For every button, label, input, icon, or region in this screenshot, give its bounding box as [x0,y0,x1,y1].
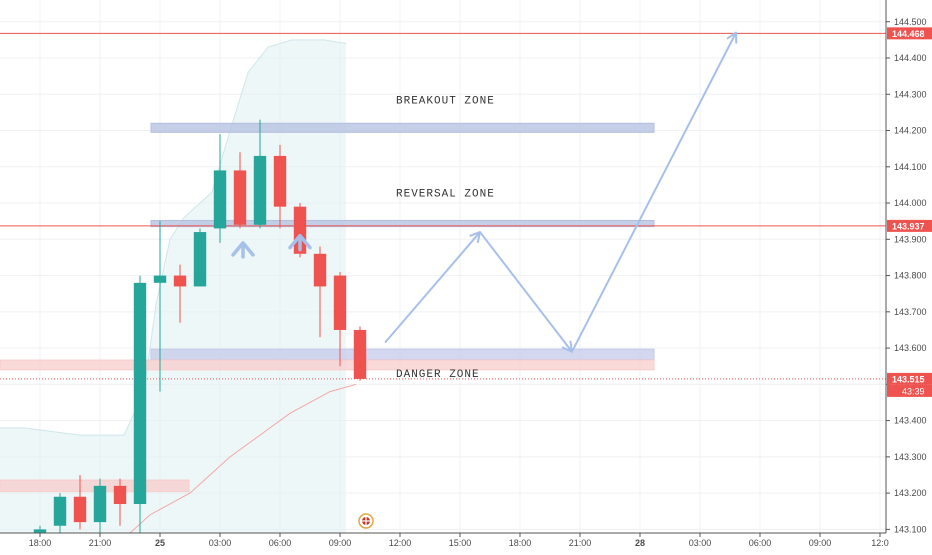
y-tick-label: 143.400 [894,416,927,426]
x-tick-label: 12:0 [871,538,889,548]
x-tick-label: 03:00 [209,538,232,548]
zone-rect-0 [150,122,655,133]
candle-body[interactable] [113,485,127,504]
x-tick-label: 06:00 [269,538,292,548]
candle-body[interactable] [133,282,147,504]
candle-body[interactable] [333,275,347,330]
x-tick-label: 09:00 [329,538,352,548]
x-tick-label: 15:00 [449,538,472,548]
y-tick-label: 143.100 [894,524,927,534]
zone-label: DANGER ZONE [396,369,480,381]
candle-body[interactable] [253,155,267,225]
y-tick-label: 144.500 [894,17,927,27]
price-label-box [887,219,932,232]
zone-rect-3 [0,359,655,371]
candle-body[interactable] [173,275,187,287]
zone-label: REVERSAL ZONE [396,189,495,201]
x-tick-label: 09:00 [809,538,832,548]
projection-arrowhead-end [726,31,738,44]
y-tick-label: 144.300 [894,89,927,99]
projection-arrowhead-trough [561,340,573,353]
candle-body[interactable] [193,232,207,287]
candle-body[interactable] [313,253,327,287]
y-tick-label: 143.900 [894,234,927,244]
x-tick-label: 06:00 [749,538,772,548]
price-axis-area[interactable] [886,0,932,550]
x-tick-label: 03:00 [689,538,712,548]
candle-body[interactable] [353,329,367,379]
y-tick-label: 144.200 [894,126,927,136]
y-tick-label: 144.100 [894,162,927,172]
x-tick-label: 21:00 [89,538,112,548]
zone-rect-2 [150,348,655,361]
candle-body[interactable] [213,170,227,229]
projection-path [384,32,737,353]
projection-arrowhead-peak [469,231,481,244]
x-tick-label: 21:00 [569,538,592,548]
candle-body[interactable] [73,496,87,523]
y-tick-label: 143.200 [894,488,927,498]
y-tick-label: 143.800 [894,271,927,281]
x-tick-label: 28 [635,538,645,548]
time-axis-area[interactable] [0,533,886,550]
y-tick-label: 143.300 [894,452,927,462]
candle-body[interactable] [93,485,107,523]
y-tick-label: 143.600 [894,343,927,353]
indicator-band [0,39,346,534]
x-tick-label: 18:00 [509,538,532,548]
price-label: 143.515 [892,374,925,384]
candle-body[interactable] [153,275,167,283]
candle-body[interactable] [53,496,67,526]
countdown-label: 43:39 [902,386,925,396]
x-tick-label: 12:00 [389,538,412,548]
price-label-box [887,372,932,385]
y-tick-label: 144.400 [894,53,927,63]
candle-body[interactable] [233,170,247,225]
up-arrow-icon [231,241,255,257]
y-tick-label: 144.000 [894,198,927,208]
candle-body[interactable] [273,155,287,207]
countdown-box [887,384,932,397]
up-arrow-icon [288,233,312,250]
zone-rect-1 [150,219,655,228]
x-tick-label: 18:00 [29,538,52,548]
x-tick-label: 25 [155,538,165,548]
price-label: 144.468 [892,29,925,39]
moving-average-line [129,383,357,534]
zone-label: BREAKOUT ZONE [396,95,495,107]
indicator-band-edge [0,39,347,436]
price-label: 143.937 [892,221,925,231]
price-label-box [887,27,932,40]
y-tick-label: 143.700 [894,307,927,317]
